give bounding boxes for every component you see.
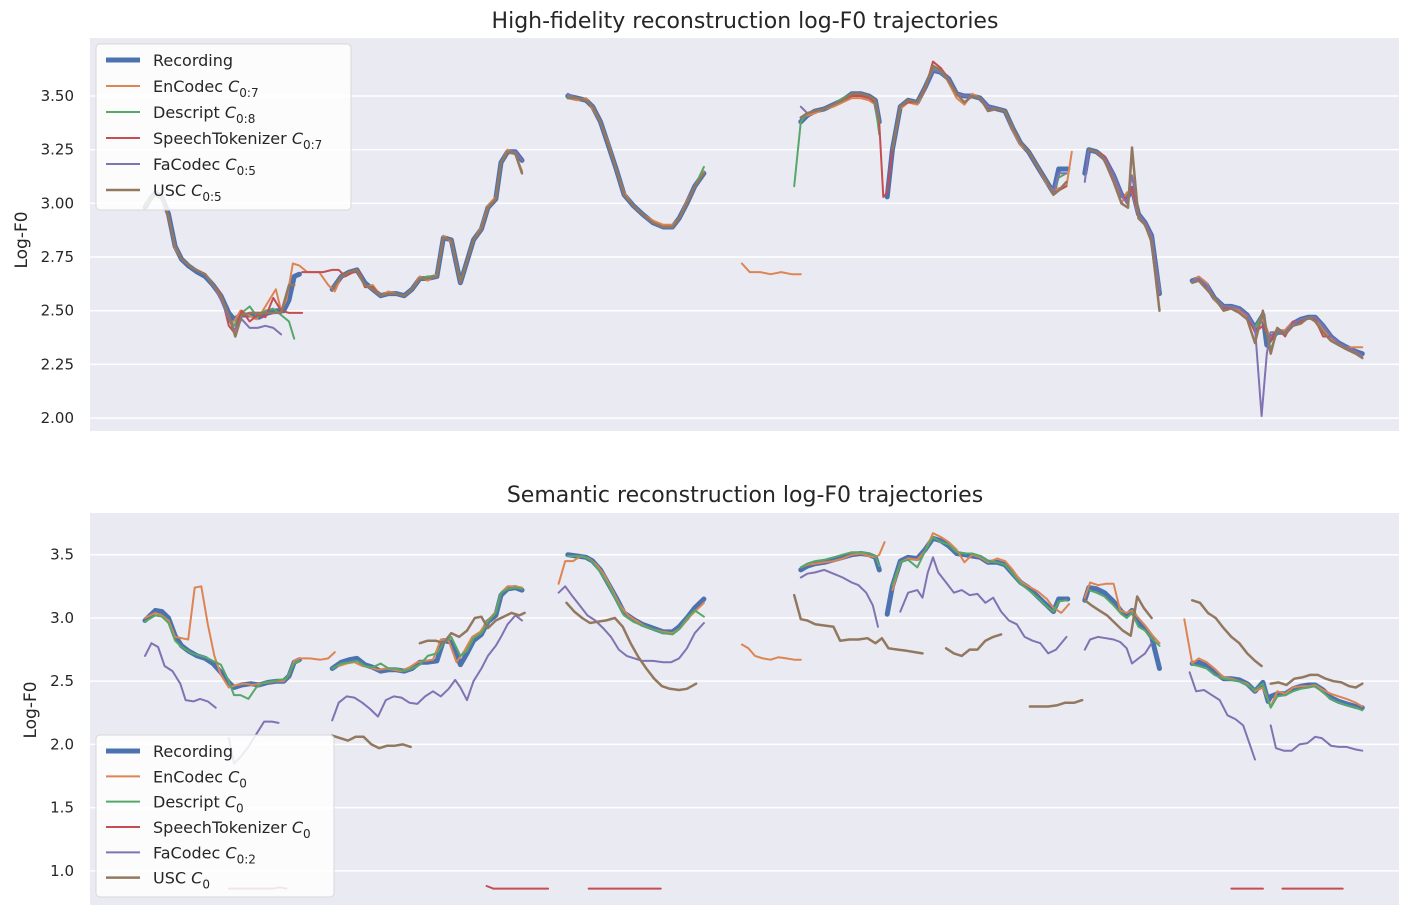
facodec-line xyxy=(1269,724,1364,752)
legend-item-facodec: FaCodec C0:2 xyxy=(106,843,256,866)
y-tick-label: 3.25 xyxy=(41,141,74,159)
descript-line xyxy=(1191,663,1364,712)
facodec-line xyxy=(899,556,1068,655)
y-tick-label: 3.50 xyxy=(41,87,74,105)
encodec-line xyxy=(799,97,881,123)
legend-label: EnCodec C0:7 xyxy=(153,77,259,100)
encodec-line xyxy=(298,651,336,661)
legend-box xyxy=(95,43,352,211)
legend-item-speechtokenizer: SpeechTokenizer C0:7 xyxy=(106,129,322,152)
usc-line xyxy=(1190,599,1263,668)
y-tick-label: 2.50 xyxy=(41,302,74,320)
legend-item-descript: Descript C0:8 xyxy=(106,103,255,126)
usc-line xyxy=(143,193,296,338)
top-legend: Recording EnCodec C0:7 Descript C0:8 Speech… xyxy=(95,43,352,211)
recording-line xyxy=(1082,585,1162,671)
descript-line xyxy=(566,555,705,636)
legend-item-facodec: FaCodec C0:5 xyxy=(106,155,256,178)
encodec-line xyxy=(1183,618,1364,708)
legend-item-speechtokenizer: SpeechTokenizer C0 xyxy=(106,818,311,841)
legend-label: FaCodec C0:5 xyxy=(153,155,256,178)
facodec-line xyxy=(1188,671,1256,761)
usc-line xyxy=(1269,673,1364,689)
facodec-line xyxy=(799,568,879,628)
series-usc xyxy=(330,593,1364,750)
encodec-line xyxy=(1083,581,1161,645)
facodec-line xyxy=(557,585,705,664)
descript-line xyxy=(1087,589,1161,647)
usc-line xyxy=(1083,595,1153,637)
legend-item-usc: USC C0:5 xyxy=(106,181,222,204)
bottom-subplot: 1.0 1.5 2.0 2.5 3.0 3.5 Semantic reconstructi… xyxy=(21,483,1399,905)
usc-line xyxy=(792,593,924,655)
legend-label: Recording xyxy=(153,51,233,70)
encodec-line xyxy=(891,532,1071,614)
legend-item-recording: Recording xyxy=(106,51,233,70)
facodec-line xyxy=(144,642,217,709)
legend-label: USC C0 xyxy=(153,869,210,892)
legend-label: USC C0:5 xyxy=(153,181,222,204)
bottom-y-axis-label: Log-F0 xyxy=(21,681,41,738)
legend-label: Recording xyxy=(153,742,233,761)
descript-line xyxy=(331,586,523,673)
facodec-line xyxy=(331,614,523,722)
facodec-line xyxy=(1083,635,1153,665)
y-tick-label: 2.25 xyxy=(41,355,74,373)
descript-line xyxy=(144,614,301,700)
top-chart-title: High-fidelity reconstruction log-F0 traj… xyxy=(492,9,999,34)
encodec-line xyxy=(740,643,802,661)
usc-line xyxy=(799,92,881,124)
y-tick-label: 2.0 xyxy=(50,735,74,753)
y-tick-label: 3.0 xyxy=(50,609,74,627)
encodec-line xyxy=(144,585,301,689)
legend-label: Descript C0 xyxy=(153,793,244,816)
y-tick-label: 1.0 xyxy=(50,862,74,880)
usc-line xyxy=(1190,279,1364,360)
recording-line xyxy=(329,585,525,674)
legend-label: Descript C0:8 xyxy=(153,103,255,126)
legend-item-descript: Descript C0 xyxy=(106,793,244,816)
bottom-chart-title: Semantic reconstruction log-F0 trajector… xyxy=(507,483,983,508)
usc-line xyxy=(330,734,412,750)
series-facodec xyxy=(144,556,1364,765)
bottom-y-ticks: 1.0 1.5 2.0 2.5 3.0 3.5 xyxy=(50,546,74,880)
usc-line xyxy=(566,96,706,229)
top-y-ticks: 2.00 2.25 2.50 2.75 3.00 3.25 3.50 xyxy=(41,87,74,427)
descript-line xyxy=(799,551,881,569)
top-gridlines xyxy=(90,95,1399,419)
legend-label: SpeechTokenizer C0 xyxy=(153,818,311,841)
series-usc xyxy=(143,64,1364,360)
legend-label: SpeechTokenizer C0:7 xyxy=(153,129,322,152)
legend-item-recording: Recording xyxy=(106,742,233,761)
facodec-line xyxy=(1191,277,1364,417)
y-tick-label: 2.00 xyxy=(41,409,74,427)
top-y-axis-label: Log-F0 xyxy=(12,211,32,268)
encodec-line xyxy=(740,262,802,276)
top-subplot: 2.00 2.25 2.50 2.75 3.00 3.25 3.50 High-fideli… xyxy=(12,9,1399,431)
legend-item-encodec: EnCodec C0 xyxy=(106,767,247,790)
usc-line xyxy=(1028,698,1084,708)
usc-line xyxy=(1087,146,1161,312)
y-tick-label: 2.5 xyxy=(50,672,74,690)
legend-item-encodec: EnCodec C0:7 xyxy=(106,77,259,100)
usc-line xyxy=(565,601,698,692)
usc-line xyxy=(330,150,524,297)
series-descript xyxy=(144,536,1364,712)
speechtokenizer-line xyxy=(485,885,550,890)
legend-item-usc: USC C0 xyxy=(106,869,210,892)
legend-box xyxy=(95,734,335,898)
bottom-legend: Recording EnCodec C0 Descript C0SpeechToke… xyxy=(95,734,335,898)
usc-line xyxy=(891,64,1068,197)
y-tick-label: 3.00 xyxy=(41,194,74,212)
y-tick-label: 1.5 xyxy=(50,799,74,817)
y-tick-label: 3.5 xyxy=(50,546,74,564)
descript-line xyxy=(891,536,1068,613)
y-tick-label: 2.75 xyxy=(41,248,74,266)
usc-line xyxy=(418,611,526,645)
legend-label: EnCodec C0 xyxy=(153,767,247,790)
legend-label: FaCodec C0:2 xyxy=(153,843,256,866)
usc-line xyxy=(944,633,1003,658)
